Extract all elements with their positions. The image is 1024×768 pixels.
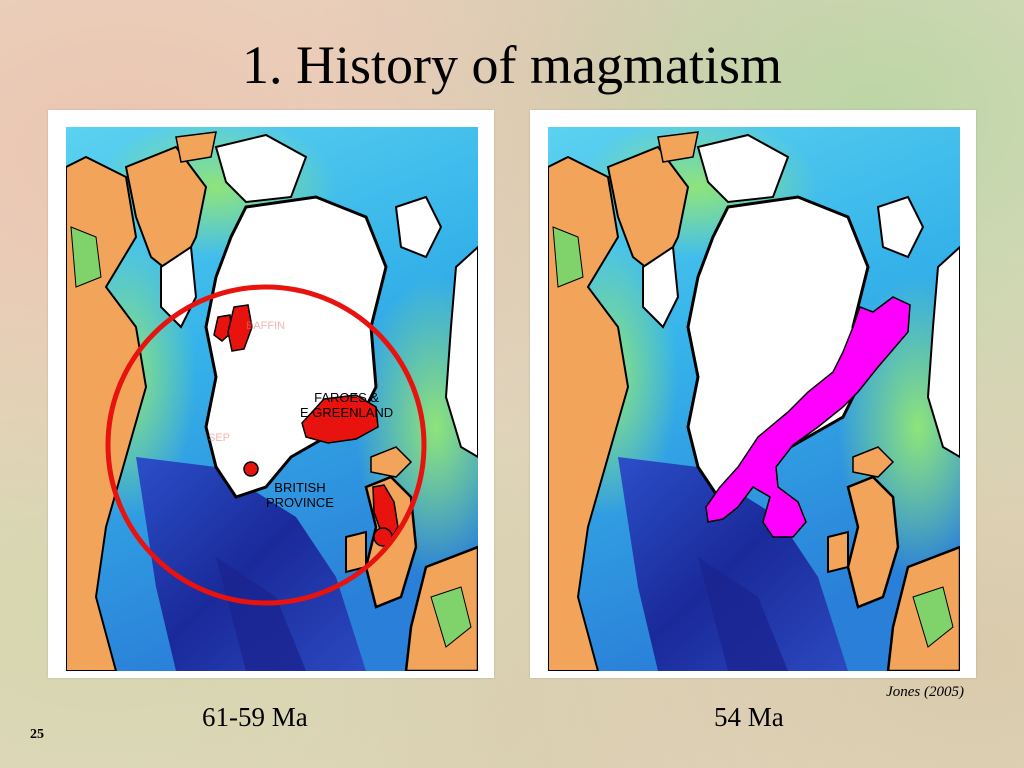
age-label-left: 61-59 Ma (202, 702, 308, 732)
magmatism-north-atlantic-rift (705, 296, 911, 538)
great-britain (846, 475, 900, 609)
lowland (430, 586, 472, 648)
plume-head-circle (105, 284, 427, 606)
magmatism-east-greenland-faroes (301, 394, 379, 444)
map-panel-54-ma (530, 110, 976, 678)
label-british-province: BRITISH PROVINCE (266, 480, 334, 510)
lowland (70, 226, 102, 288)
svalbard (876, 195, 925, 259)
arctic-island (657, 131, 699, 163)
deep-basin (618, 457, 848, 671)
faded-label-north: BAFFIN (246, 320, 286, 332)
north-america-landmass (66, 155, 148, 671)
map-panel-61-59-ma: BAFFIN SEP FAROES & E GREENLAND BRITISH … (48, 110, 494, 678)
iceland (852, 446, 895, 478)
ellesmere-island (696, 133, 790, 204)
age-label-right: 54 Ma (714, 702, 784, 732)
deep-basin (136, 457, 366, 671)
citation: Jones (2005) (886, 684, 964, 700)
faded-label-southwest: SEP (208, 432, 231, 444)
north-atlantic-map-right (548, 127, 960, 671)
north-atlantic-map-left (66, 127, 478, 671)
ellesmere-island (214, 133, 308, 204)
arctic-island (175, 131, 217, 163)
slide-number: 25 (30, 727, 44, 742)
iceland (370, 446, 413, 478)
magmatism-southeast-greenland (243, 461, 259, 477)
ireland (345, 530, 367, 574)
svalbard (394, 195, 443, 259)
ireland (827, 530, 849, 574)
north-america-landmass (548, 155, 630, 671)
magmatism-west-greenland-a (213, 314, 233, 342)
deep-trough (698, 557, 788, 671)
scandinavia (444, 245, 478, 459)
deep-trough (216, 557, 306, 671)
lowland (912, 586, 954, 648)
label-faroes-east-greenland: FAROES & E GREENLAND (300, 390, 394, 420)
scandinavia (926, 245, 960, 459)
ice-cap (642, 245, 680, 329)
lowland (552, 226, 584, 288)
slide-title: 1. History of magmatism (242, 35, 782, 95)
magmatism-west-greenland-b (227, 304, 253, 352)
